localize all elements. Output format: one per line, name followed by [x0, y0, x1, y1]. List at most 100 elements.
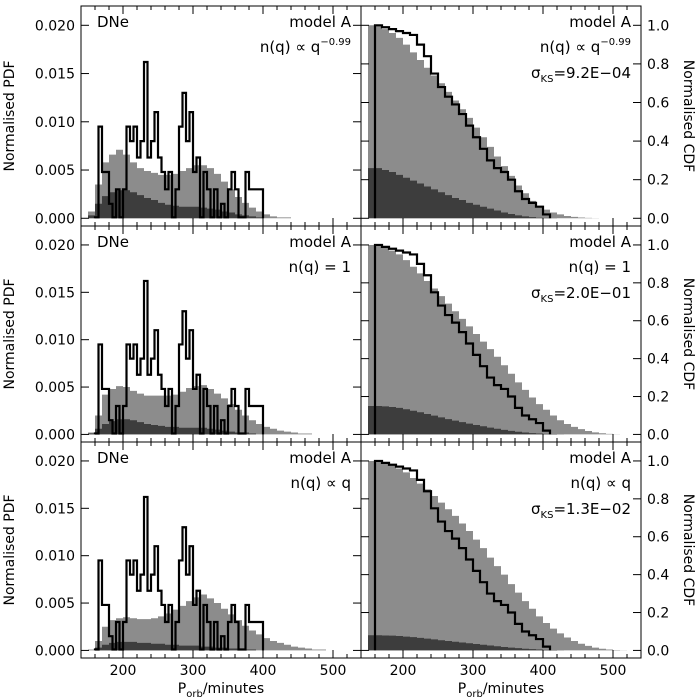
law-text: n(q) = 1	[569, 258, 631, 276]
plot-area	[368, 243, 641, 435]
y-tick-label: 0.020	[35, 18, 75, 34]
y-tick-label: 0.005	[35, 596, 75, 612]
x-label-rest: /minutes	[203, 681, 264, 697]
y-tick-label: 0.005	[35, 380, 75, 396]
ks-subscript: KS	[541, 294, 554, 305]
model-component-area	[368, 168, 641, 219]
x-label-main: P	[178, 681, 186, 697]
law-label: n(q) ∝ q−0.99	[540, 37, 631, 56]
panel-cdf-row-1: 0.0 0.2 0.4 0.6 0.8 1.0 model A n(q) ∝ q−0.99 σK…	[360, 5, 669, 227]
law-label: n(q) = 1	[289, 258, 351, 276]
x-label-rest: /minutes	[483, 681, 544, 697]
ks-symbol: σ	[531, 284, 541, 302]
y-axis-label-right: Normalised CDF	[680, 494, 696, 606]
panel-pdf-row-3: 0.000 0.005 0.010 0.015 0.020 200 300 400 500 DNe…	[35, 441, 362, 679]
model-component-area	[368, 406, 641, 435]
x-axis-label: Porb/minutes	[178, 681, 264, 700]
panel-cdf-row-2: 0.0 0.2 0.4 0.6 0.8 1.0 model A n(q) = 1 σKS=2.0…	[360, 225, 669, 443]
y-tick-label: 0.0	[647, 643, 669, 659]
panel-pdf-row-2: 0.000 0.005 0.010 0.015 0.020 DNe model A n(q) …	[35, 225, 362, 443]
plot-area	[88, 279, 361, 435]
law-label: n(q) ∝ q	[290, 474, 351, 492]
y-axis-label-right: Normalised CDF	[680, 60, 696, 172]
ks-symbol: σ	[531, 64, 541, 82]
x-tick-label: 500	[320, 663, 347, 679]
ks-statistic: σKS=2.0E−01	[531, 284, 631, 305]
x-tick-label: 400	[250, 663, 277, 679]
ks-value: =9.2E−04	[553, 64, 631, 82]
model-label: model A	[289, 233, 351, 251]
sample-label: DNe	[97, 233, 129, 251]
panel-cdf-row-3: 0.0 0.2 0.4 0.6 0.8 1.0 200 300 400 500 model A n(q…	[360, 441, 669, 679]
x-label-sub: orb	[466, 689, 483, 700]
y-tick-label: 0.2	[647, 606, 669, 622]
ks-symbol: σ	[531, 500, 541, 518]
y-tick-label: 0.4	[647, 134, 669, 150]
y-tick-label: 0.6	[647, 314, 669, 330]
plot-area	[368, 24, 641, 219]
y-axis-label-right: Normalised CDF	[680, 278, 696, 390]
law-text: n(q) ∝ q	[570, 474, 631, 492]
x-label-sub: orb	[186, 689, 203, 700]
y-tick-label: 0.2	[647, 390, 669, 406]
law-label: n(q) ∝ q	[570, 474, 631, 492]
model-label: model A	[289, 13, 351, 31]
y-tick-label: 0.020	[35, 454, 75, 470]
observed-histogram	[373, 459, 552, 651]
law-exponent: −0.99	[600, 37, 631, 48]
y-tick-label: 0.8	[647, 57, 669, 73]
y-tick-label: 0.005	[35, 163, 75, 179]
sample-label: DNe	[97, 13, 129, 31]
y-tick-label: 0.015	[35, 67, 75, 83]
plot-area	[368, 459, 641, 651]
y-tick-label: 0.015	[35, 501, 75, 517]
observed-histogram	[373, 243, 552, 435]
panel-pdf-row-1: 0.000 0.005 0.010 0.015 0.020 DNe model A n(q) …	[35, 5, 362, 227]
y-tick-label: 0.010	[35, 333, 75, 349]
law-exponent: −0.99	[320, 37, 351, 48]
observed-histogram	[93, 495, 265, 651]
model-label: model A	[289, 449, 351, 467]
x-tick-label: 500	[600, 663, 627, 679]
model-component-area	[88, 190, 361, 219]
y-tick-label: 0.4	[647, 352, 669, 368]
ks-statistic: σKS=9.2E−04	[531, 64, 631, 85]
x-tick-label: 200	[390, 663, 417, 679]
model-component-area	[88, 419, 361, 435]
x-label-main: P	[458, 681, 466, 697]
law-text: n(q) ∝ q	[260, 38, 321, 56]
y-tick-label: 0.2	[647, 173, 669, 189]
y-tick-label: 0.6	[647, 530, 669, 546]
law-text: n(q) ∝ q	[290, 474, 351, 492]
y-tick-label: 0.000	[35, 211, 75, 227]
observed-histogram	[93, 60, 265, 219]
y-tick-label: 0.8	[647, 492, 669, 508]
x-tick-label: 300	[180, 663, 207, 679]
model-component-area	[88, 641, 361, 651]
y-axis-label-left: Normalised PDF	[2, 278, 18, 389]
y-tick-label: 0.8	[647, 276, 669, 292]
y-axis-label-left: Normalised PDF	[2, 60, 18, 171]
model-component-area	[368, 635, 641, 651]
y-axis-label-left: Normalised PDF	[2, 494, 18, 605]
law-text: n(q) = 1	[289, 258, 351, 276]
x-tick-label: 200	[110, 663, 137, 679]
plot-area	[88, 495, 361, 651]
ks-value: =1.3E−02	[553, 500, 631, 518]
x-tick-label: 400	[530, 663, 557, 679]
y-tick-label: 0.000	[35, 643, 75, 659]
y-tick-label: 0.020	[35, 238, 75, 254]
model-label: model A	[569, 449, 631, 467]
model-total-area	[88, 594, 361, 651]
y-tick-label: 0.015	[35, 285, 75, 301]
observed-histogram	[93, 279, 265, 435]
observed-histogram	[373, 24, 552, 219]
y-tick-label: 0.0	[647, 427, 669, 443]
model-label: model A	[569, 13, 631, 31]
model-total-area	[368, 25, 641, 219]
y-tick-label: 0.4	[647, 568, 669, 584]
ks-subscript: KS	[541, 510, 554, 521]
ks-subscript: KS	[541, 74, 554, 85]
law-label: n(q) = 1	[569, 258, 631, 276]
y-tick-label: 0.010	[35, 115, 75, 131]
